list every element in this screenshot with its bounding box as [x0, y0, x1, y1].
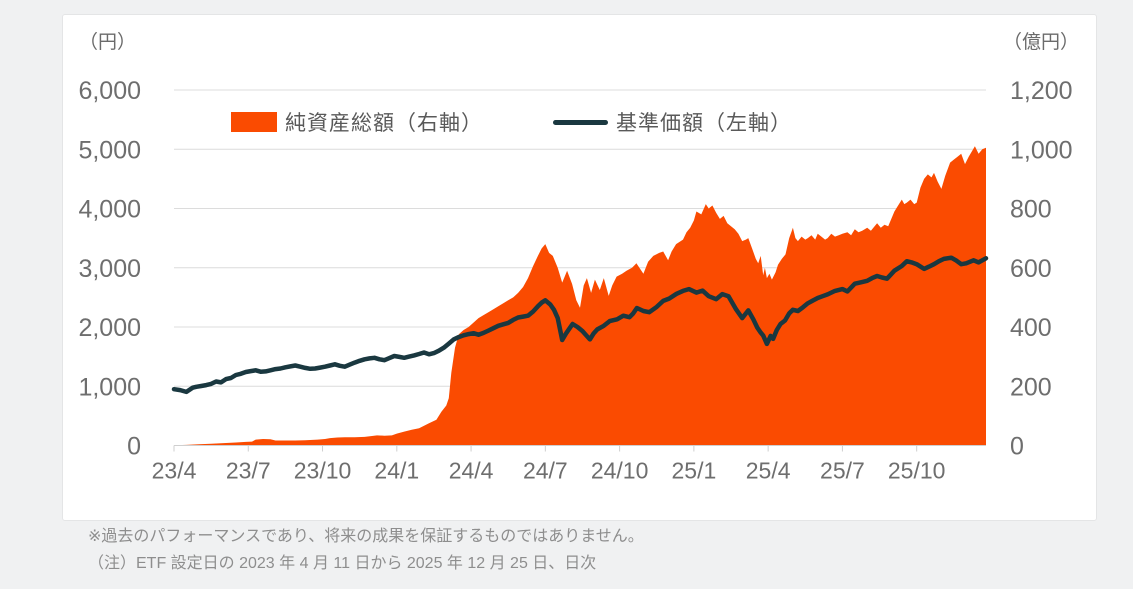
- right-axis-unit-label: （億円）: [1003, 32, 1080, 53]
- legend-label-area: 純資産総額（右軸）: [285, 112, 483, 135]
- left-axis-tick-label: 2,000: [78, 314, 141, 342]
- x-axis-tick-label: 25/7: [820, 458, 865, 484]
- period-note: （注）ETF 設定日の 2023 年 4 月 11 日から 2025 年 12 …: [88, 555, 597, 572]
- area-series: [174, 146, 986, 446]
- legend-item-line: 基準価額（左軸）: [553, 107, 792, 137]
- right-axis-tick-label: 0: [1010, 433, 1024, 461]
- x-axis-tick-label: 23/10: [294, 458, 352, 484]
- x-axis-tick-label: 24/7: [523, 458, 568, 484]
- right-axis-tick-label: 600: [1010, 255, 1052, 283]
- x-axis-tick-label: 25/10: [888, 458, 946, 484]
- right-axis-tick-label: 1,200: [1010, 77, 1073, 105]
- left-axis-tick-label: 6,000: [78, 77, 141, 105]
- x-axis-tick-label: 24/1: [374, 458, 419, 484]
- footnotes: ※過去のパフォーマンスであり、将来の成果を保証するものではありません。 （注）E…: [88, 523, 644, 577]
- x-axis-tick-label: 24/4: [449, 458, 494, 484]
- right-axis-tick-label: 200: [1010, 373, 1052, 401]
- x-axis-tick-label: 25/4: [746, 458, 791, 484]
- x-axis-tick-label: 23/4: [152, 458, 197, 484]
- left-axis-tick-label: 0: [127, 433, 141, 461]
- legend: 純資産総額（右軸） 基準価額（左軸）: [231, 107, 792, 137]
- legend-label-line: 基準価額（左軸）: [616, 112, 792, 135]
- left-axis-tick-label: 1,000: [78, 373, 141, 401]
- left-axis-tick-label: 3,000: [78, 255, 141, 283]
- x-axis-tick-label: 23/7: [226, 458, 271, 484]
- legend-item-area: 純資産総額（右軸）: [231, 107, 483, 137]
- left-axis-tick-label: 5,000: [78, 136, 141, 164]
- plot-svg: 0 1,000 2,000 3,000 4,000 5,000 6,000 0 200 400 60…: [78, 77, 1073, 484]
- x-axis-tick-label: 25/1: [671, 458, 716, 484]
- line-series: [171, 255, 989, 395]
- right-axis-tick-label: 800: [1010, 196, 1052, 224]
- right-axis-tick-label: 400: [1010, 314, 1052, 342]
- x-axis-tick-label: 24/10: [591, 458, 649, 484]
- disclaimer-note: ※過去のパフォーマンスであり、将来の成果を保証するものではありません。: [88, 528, 644, 545]
- chart-panel: 0 1,000 2,000 3,000 4,000 5,000 6,000 0 200 400 60…: [62, 14, 1097, 521]
- left-axis-unit-label: （円）: [79, 32, 137, 53]
- right-axis-tick-label: 1,000: [1010, 136, 1073, 164]
- line-series-swatch: [553, 119, 608, 125]
- left-axis-tick-label: 4,000: [78, 196, 141, 224]
- area-series-swatch: [231, 112, 277, 132]
